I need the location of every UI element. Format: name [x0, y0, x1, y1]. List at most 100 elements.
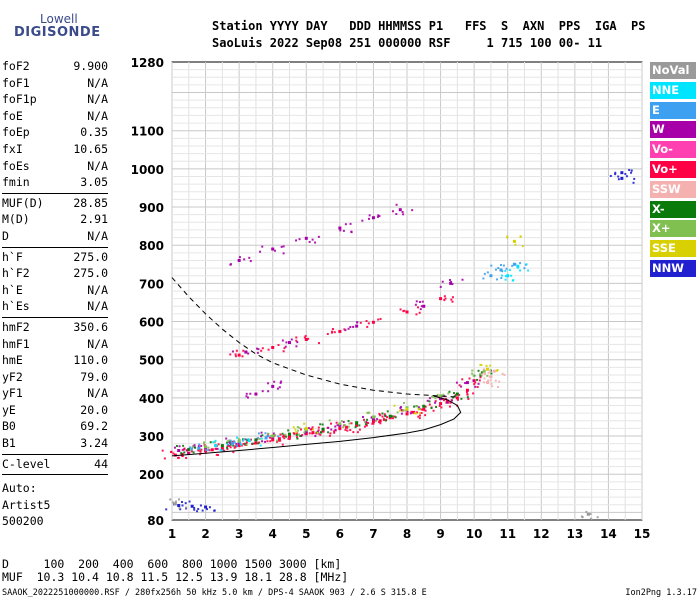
data-point-cloud — [519, 235, 522, 238]
data-point-cloud — [483, 272, 486, 275]
data-point-cloud — [363, 420, 366, 423]
legend-item-x-: X+ — [650, 220, 696, 238]
profile-solid-curve — [171, 395, 462, 457]
data-point-cloud — [372, 422, 375, 425]
data-point-cloud — [312, 428, 315, 431]
data-point-cloud — [298, 238, 301, 241]
data-point-cloud — [410, 410, 413, 413]
param-label: yF2 — [2, 369, 23, 384]
data-point-cloud — [333, 430, 336, 433]
data-point-cloud — [208, 506, 211, 509]
param-row-h-f: h`F 275.0 — [2, 249, 108, 266]
data-point-cloud — [276, 439, 279, 442]
data-point-cloud — [223, 449, 226, 452]
data-point-cloud — [590, 517, 593, 520]
data-point-cloud — [466, 393, 469, 396]
data-point-cloud — [317, 429, 320, 432]
data-point-cloud — [290, 338, 293, 341]
data-point-cloud — [172, 452, 175, 455]
data-point-cloud — [327, 426, 330, 429]
data-point-cloud — [205, 508, 208, 511]
data-point-cloud — [474, 381, 477, 384]
data-point-cloud — [196, 510, 199, 513]
data-point-cloud — [464, 382, 467, 385]
data-point-cloud — [391, 210, 394, 213]
data-point-cloud — [261, 434, 264, 437]
data-point-cloud — [316, 431, 319, 434]
data-point-cloud — [295, 434, 298, 437]
param-label: M(D) — [2, 212, 30, 227]
data-point-cloud — [347, 327, 350, 330]
data-point — [405, 310, 409, 314]
data-point-cloud — [228, 439, 231, 442]
data-point-cloud — [485, 364, 488, 367]
data-point-cloud — [376, 215, 379, 218]
data-point-cloud — [244, 438, 247, 441]
data-point-cloud — [393, 404, 396, 407]
y-tick-label: 80 — [147, 514, 164, 528]
data-point-cloud — [364, 423, 367, 426]
param-separator — [2, 453, 108, 455]
data-point — [288, 432, 291, 436]
data-point-cloud — [476, 386, 479, 389]
data-point-cloud — [294, 428, 297, 431]
data-point-cloud — [363, 425, 366, 428]
data-point-cloud — [277, 435, 280, 438]
data-point-cloud — [450, 298, 453, 301]
data-point-cloud — [297, 433, 300, 436]
data-point-cloud — [201, 509, 204, 512]
x-tick-label: 9 — [436, 527, 444, 541]
data-point — [271, 345, 275, 349]
data-point-cloud — [198, 443, 201, 446]
data-point-cloud — [420, 411, 423, 414]
auto-artist: Artist5 — [2, 497, 51, 512]
data-point-cloud — [633, 177, 636, 180]
data-point — [271, 384, 275, 388]
data-point-cloud — [234, 353, 237, 356]
data-point — [412, 410, 416, 414]
data-point-cloud — [331, 327, 334, 330]
data-point — [237, 439, 241, 443]
param-label: yE — [2, 402, 16, 417]
data-point-cloud — [205, 449, 208, 452]
data-point-cloud — [266, 435, 269, 438]
data-point-cloud — [282, 434, 285, 437]
y-tick-label: 1100 — [131, 125, 164, 139]
data-point-cloud — [177, 456, 180, 459]
data-point-cloud — [482, 277, 485, 280]
data-point-cloud — [296, 436, 299, 439]
data-point-cloud — [614, 171, 617, 174]
data-point-cloud — [295, 345, 298, 348]
x-tick-label: 3 — [235, 527, 243, 541]
data-point-cloud — [279, 381, 282, 384]
data-point-cloud — [277, 344, 280, 347]
data-point-cloud — [233, 446, 236, 449]
data-point-cloud — [466, 396, 469, 399]
data-point-cloud — [361, 219, 364, 222]
data-point-cloud — [183, 451, 186, 454]
data-point-cloud — [458, 393, 461, 396]
data-point-cloud — [234, 355, 237, 358]
data-point-cloud — [229, 443, 232, 446]
data-point — [230, 442, 234, 446]
data-point-cloud — [441, 398, 444, 401]
data-point-cloud — [212, 441, 215, 444]
data-point-cloud — [418, 417, 421, 420]
data-point — [405, 412, 409, 416]
data-point-cloud — [489, 379, 492, 382]
data-point-cloud — [303, 336, 306, 339]
data-point — [489, 375, 493, 379]
data-point — [304, 337, 308, 341]
data-point-cloud — [280, 380, 283, 383]
data-point — [277, 437, 281, 441]
data-point-cloud — [434, 400, 437, 403]
data-point-cloud — [495, 278, 498, 281]
data-point-cloud — [226, 448, 229, 451]
data-point-cloud — [417, 415, 420, 418]
x-tick-label: 6 — [336, 527, 344, 541]
data-point — [439, 397, 443, 401]
data-point-cloud — [321, 423, 324, 426]
data-point-cloud — [241, 355, 244, 358]
data-point-cloud — [434, 397, 437, 400]
data-point-cloud — [378, 412, 381, 415]
